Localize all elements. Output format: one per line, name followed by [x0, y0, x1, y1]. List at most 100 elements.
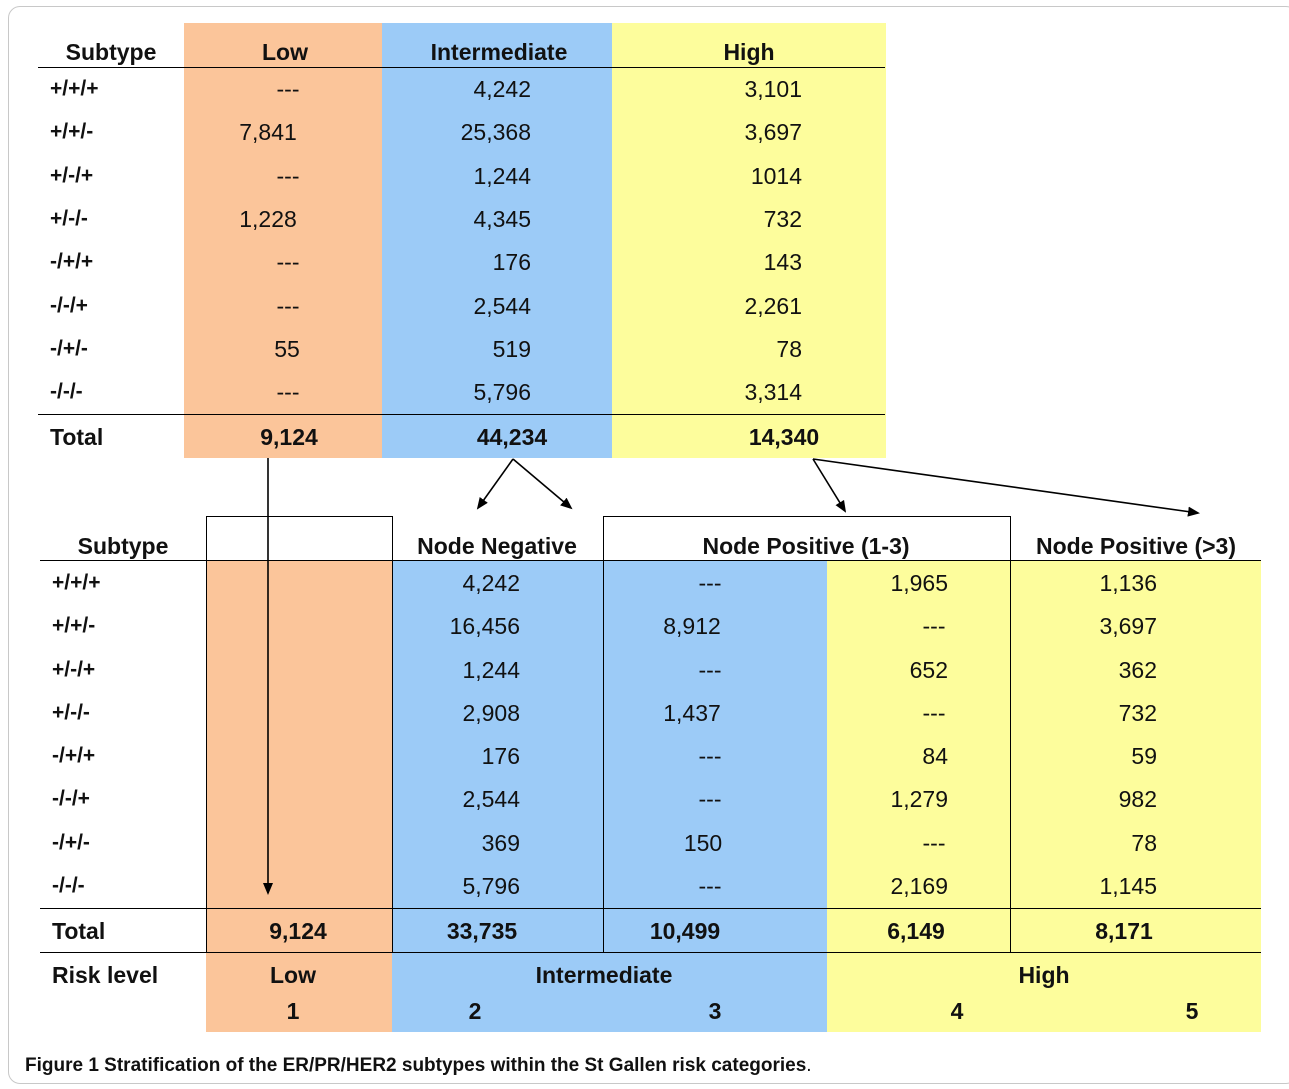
high-value: 2,261: [744, 293, 802, 319]
high-value: 1014: [750, 163, 802, 189]
figure-caption: Figure 1 Stratification of the ER/PR/HER…: [25, 1054, 812, 1078]
bottom-header-node-positive-gt3: Node Positive (>3): [1035, 533, 1237, 559]
intermediate-value: 5,796: [473, 379, 531, 405]
risk-level-5: 5: [1185, 998, 1199, 1024]
bottom-total-np13-intermediate: 10,499: [649, 918, 721, 944]
intermediate-value: 519: [492, 336, 531, 362]
np-gt3-value: 732: [1118, 700, 1157, 726]
low-value: 7,841: [239, 119, 297, 145]
bottom-total-label: Total: [52, 918, 106, 944]
high-value: 143: [763, 249, 802, 275]
np13-high-value: ---: [922, 613, 946, 639]
low-value: ---: [276, 379, 300, 405]
caption-figure-number: Figure 1: [25, 1055, 99, 1076]
box-left-np13: [603, 516, 604, 952]
subtype-label: +/-/-: [50, 207, 88, 230]
np13-intermediate-value: ---: [698, 657, 722, 683]
np13-intermediate-value: ---: [698, 743, 722, 769]
bottom-total-low: 9,124: [269, 918, 327, 944]
high-value: 3,101: [744, 76, 802, 102]
low-value: ---: [276, 163, 300, 189]
subtype-label: +/+/-: [50, 120, 94, 143]
subtype-label: -/-/-: [52, 874, 85, 897]
intermediate-value: 176: [492, 249, 531, 275]
subtype-label: -/+/-: [50, 337, 88, 360]
caption-text: Stratification of the ER/PR/HER2 subtype…: [98, 1055, 807, 1076]
np13-intermediate-value: ---: [698, 873, 722, 899]
np13-intermediate-value: 150: [683, 830, 723, 856]
intermediate-value: 25,368: [460, 119, 531, 145]
np-gt3-value: 3,697: [1099, 613, 1157, 639]
np13-high-value: 2,169: [890, 873, 948, 899]
bottom-low-column-bg: [206, 560, 392, 1032]
top-total-intermediate: 44,234: [476, 424, 548, 450]
np13-intermediate-value: ---: [698, 786, 722, 812]
bottom-total-np13-high: 6,149: [887, 918, 945, 944]
top-header-high: High: [723, 39, 775, 65]
risk-level-1: 1: [286, 998, 300, 1024]
bottom-intermediate-column-bg: [392, 560, 827, 1032]
node-negative-value: 1,244: [462, 657, 520, 683]
bottom-risk-rule: [40, 952, 1261, 953]
risk-intermediate-label: Intermediate: [535, 962, 673, 988]
bottom-total-node-negative: 33,735: [446, 918, 518, 944]
high-value: 732: [763, 206, 802, 232]
subtype-label: +/-/-: [52, 701, 90, 724]
top-header-intermediate: Intermediate: [430, 39, 568, 65]
subtype-label: -/+/+: [50, 250, 94, 273]
subtype-label: -/+/-: [52, 831, 90, 854]
node-negative-value: 176: [481, 743, 520, 769]
np13-intermediate-value: 1,437: [663, 700, 721, 726]
np13-high-value: ---: [922, 700, 946, 726]
risk-level-label: Risk level: [52, 962, 159, 988]
bottom-header-node-negative: Node Negative: [417, 533, 577, 559]
intermediate-value: 4,345: [473, 206, 531, 232]
subtype-label: -/+/+: [52, 744, 96, 767]
np13-intermediate-value: 8,912: [663, 613, 721, 639]
node-negative-value: 369: [481, 830, 520, 856]
top-high-column-bg: [612, 23, 886, 458]
np13-high-value: 1,279: [890, 786, 948, 812]
top-header-subtype: Subtype: [65, 39, 157, 65]
box-top-low: [206, 516, 392, 517]
arrow-high-np13: [812, 458, 847, 513]
box-top-np13: [603, 516, 1011, 517]
risk-high-label: High: [1018, 962, 1070, 988]
top-header-rule: [38, 67, 885, 68]
top-total-low: 9,124: [260, 424, 318, 450]
np13-intermediate-value: ---: [698, 570, 722, 596]
np13-high-value: 84: [922, 743, 948, 769]
risk-level-4: 4: [950, 998, 964, 1024]
box-left-low: [206, 516, 207, 952]
caption-period: .: [806, 1055, 812, 1076]
top-intermediate-column-bg: [382, 23, 612, 458]
top-header-low: Low: [262, 39, 308, 65]
np-gt3-value: 1,136: [1099, 570, 1157, 596]
subtype-label: -/-/+: [50, 294, 88, 317]
subtype-label: +/-/+: [50, 164, 94, 187]
np-gt3-value: 78: [1131, 830, 1157, 856]
arrow-high-np-gt3: [812, 458, 1200, 517]
high-value: 3,697: [744, 119, 802, 145]
low-value: 1,228: [239, 206, 297, 232]
top-low-column-bg: [184, 23, 382, 458]
arrow-intermediate-right: [512, 458, 573, 510]
bottom-header-rule: [40, 560, 1261, 561]
top-total-label: Total: [50, 424, 104, 450]
bottom-header-subtype: Subtype: [77, 533, 169, 559]
node-negative-value: 16,456: [449, 613, 520, 639]
intermediate-value: 1,244: [473, 163, 531, 189]
low-value: ---: [276, 249, 300, 275]
np-gt3-value: 1,145: [1099, 873, 1157, 899]
intermediate-value: 4,242: [473, 76, 531, 102]
low-value: ---: [276, 76, 300, 102]
np13-high-value: 652: [909, 657, 948, 683]
box-right-low: [392, 516, 393, 952]
np13-high-value: 1,965: [890, 570, 948, 596]
subtype-label: +/+/+: [50, 77, 99, 100]
low-value: ---: [276, 293, 300, 319]
np13-high-value: ---: [922, 830, 946, 856]
subtype-label: -/-/+: [52, 787, 90, 810]
figure-frame: [8, 6, 1289, 1084]
subtype-label: +/+/-: [52, 614, 96, 637]
